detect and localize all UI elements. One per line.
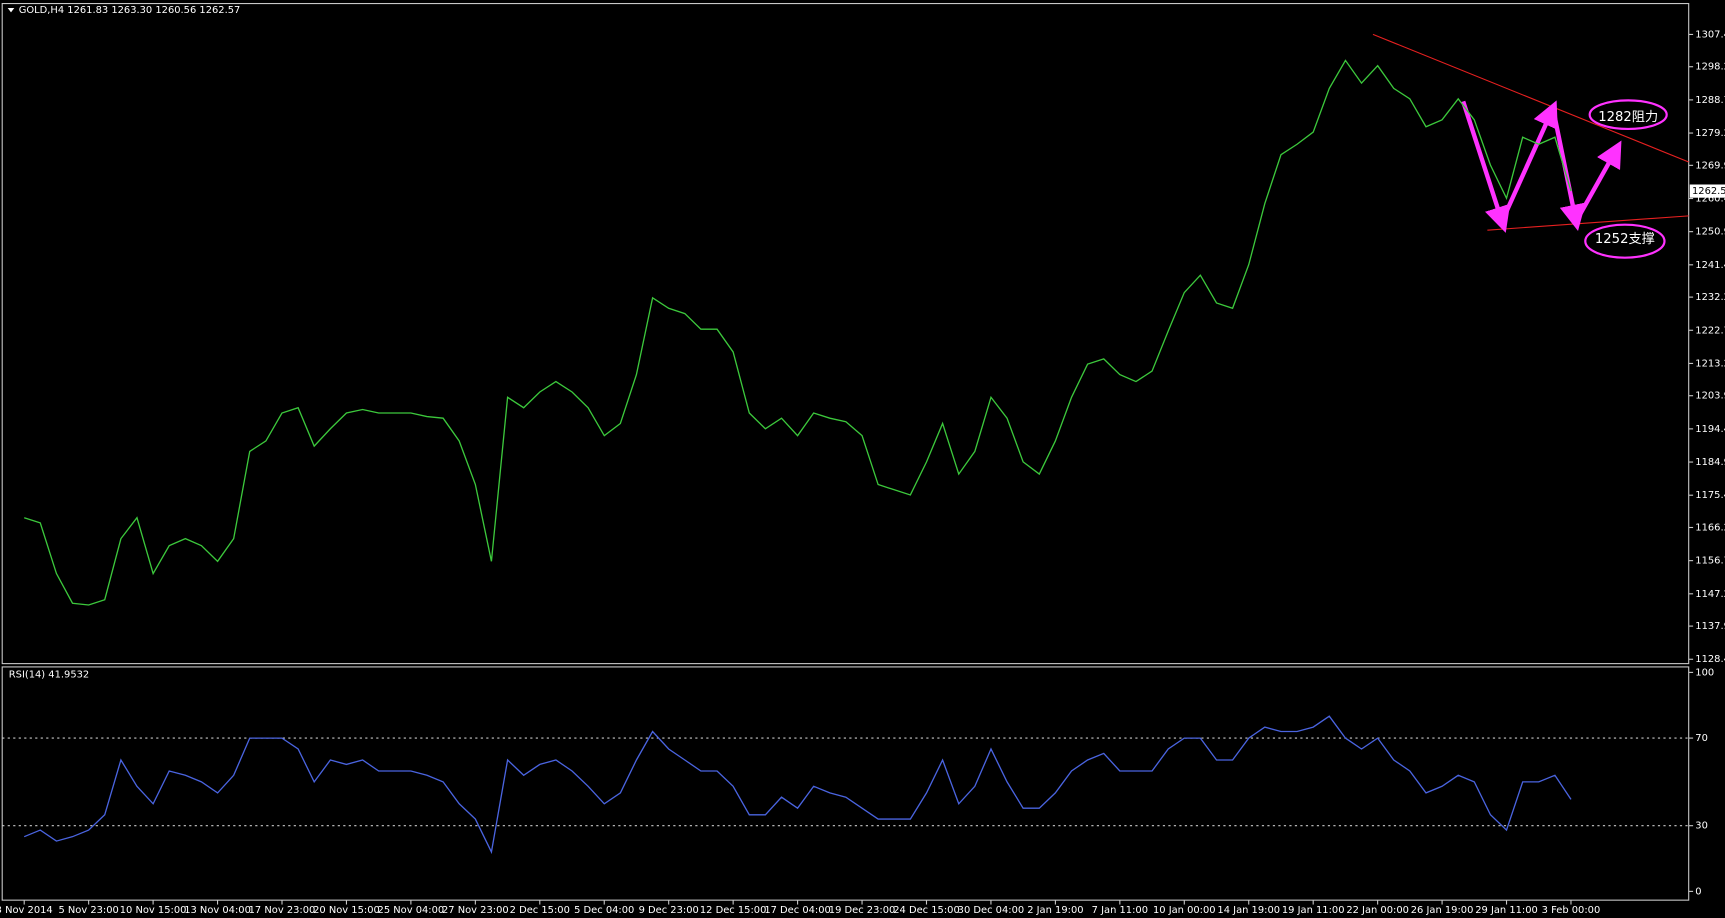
y-tick-label: 1203.95 xyxy=(1695,391,1725,402)
x-tick-label: 27 Nov 23:00 xyxy=(442,905,509,916)
x-tick-label: 3 Feb 00:00 xyxy=(1542,905,1601,916)
x-tick-label: 26 Jan 19:00 xyxy=(1411,905,1474,916)
y-tick-label: 1166.20 xyxy=(1695,522,1725,533)
y-tick-label: 1232.20 xyxy=(1695,292,1725,303)
y-tick-label: 1250.95 xyxy=(1695,227,1725,238)
y-tick-label: 100 xyxy=(1695,667,1714,678)
x-tick-label: 7 Jan 11:00 xyxy=(1092,905,1148,916)
x-tick-label: 17 Nov 23:00 xyxy=(249,905,316,916)
x-tick-label: 14 Jan 19:00 xyxy=(1217,905,1280,916)
y-tick-label: 1241.45 xyxy=(1695,260,1725,271)
y-tick-label: 1128.45 xyxy=(1695,654,1725,665)
x-tick-label: 3 Nov 2014 xyxy=(0,905,53,916)
y-tick-label: 1288.70 xyxy=(1695,95,1725,106)
price-title: GOLD,H4 1261.83 1263.30 1260.56 1262.57 xyxy=(19,5,241,16)
resistance-line xyxy=(1372,33,1689,163)
y-tick-label: 1184.95 xyxy=(1695,457,1725,468)
rsi-panel xyxy=(1,666,1690,901)
y-tick-label: 1260.45 xyxy=(1695,193,1725,204)
x-tick-label: 10 Nov 15:00 xyxy=(120,905,187,916)
annotation-ellipse xyxy=(1584,223,1666,259)
menu-triangle[interactable] xyxy=(7,7,15,13)
y-tick-label: 0 xyxy=(1695,886,1701,897)
resistance-label: 1282阻力 xyxy=(1598,109,1658,125)
arrow xyxy=(1552,115,1586,232)
series-line xyxy=(23,715,1572,855)
support-label: 1252支撑 xyxy=(1595,231,1655,247)
x-tick-label: 2 Dec 15:00 xyxy=(510,905,570,916)
y-tick-label: 1175.45 xyxy=(1695,490,1725,501)
x-tick-label: 20 Nov 15:00 xyxy=(313,905,380,916)
current-price-label: 1262.57 xyxy=(1692,186,1725,197)
y-tick-label: 1222.70 xyxy=(1695,325,1725,336)
series-line xyxy=(24,59,1572,606)
x-tick-label: 12 Dec 15:00 xyxy=(700,905,767,916)
x-tick-label: 24 Dec 15:00 xyxy=(893,905,960,916)
x-tick-label: 5 Nov 23:00 xyxy=(58,905,118,916)
y-tick-label: 1213.20 xyxy=(1695,358,1725,369)
x-tick-label: 9 Dec 23:00 xyxy=(639,905,699,916)
rsi-title: RSI(14) 41.9532 xyxy=(9,670,89,681)
x-tick-label: 22 Jan 00:00 xyxy=(1346,905,1409,916)
x-tick-label: 17 Dec 04:00 xyxy=(764,905,831,916)
y-tick-label: 1156.70 xyxy=(1695,556,1725,567)
y-tick-label: 1147.20 xyxy=(1695,589,1725,600)
y-tick-label: 1298.20 xyxy=(1695,62,1725,73)
y-tick-label: 1269.95 xyxy=(1695,160,1725,171)
y-tick-label: 1194.45 xyxy=(1695,424,1725,435)
x-tick-label: 19 Dec 23:00 xyxy=(829,905,896,916)
annotation-ellipse xyxy=(1588,99,1668,131)
arrow xyxy=(1461,100,1511,233)
arrow xyxy=(1577,140,1622,216)
y-tick-label: 1279.20 xyxy=(1695,128,1725,139)
price-panel xyxy=(1,2,1690,665)
x-tick-label: 25 Nov 04:00 xyxy=(378,905,445,916)
y-tick-label: 30 xyxy=(1695,821,1708,832)
x-tick-label: 10 Jan 00:00 xyxy=(1153,905,1216,916)
y-tick-label: 70 xyxy=(1695,733,1708,744)
support-line xyxy=(1487,215,1689,231)
x-tick-label: 2 Jan 19:00 xyxy=(1027,905,1083,916)
x-tick-label: 5 Dec 04:00 xyxy=(574,905,634,916)
x-tick-label: 19 Jan 11:00 xyxy=(1282,905,1345,916)
x-tick-label: 30 Dec 04:00 xyxy=(958,905,1025,916)
x-tick-label: 29 Jan 11:00 xyxy=(1475,905,1538,916)
y-tick-label: 1307.45 xyxy=(1695,29,1725,40)
x-tick-label: 13 Nov 04:00 xyxy=(184,905,251,916)
y-tick-label: 1137.95 xyxy=(1695,621,1725,632)
arrow xyxy=(1502,100,1558,216)
current-price-box xyxy=(1689,184,1725,198)
